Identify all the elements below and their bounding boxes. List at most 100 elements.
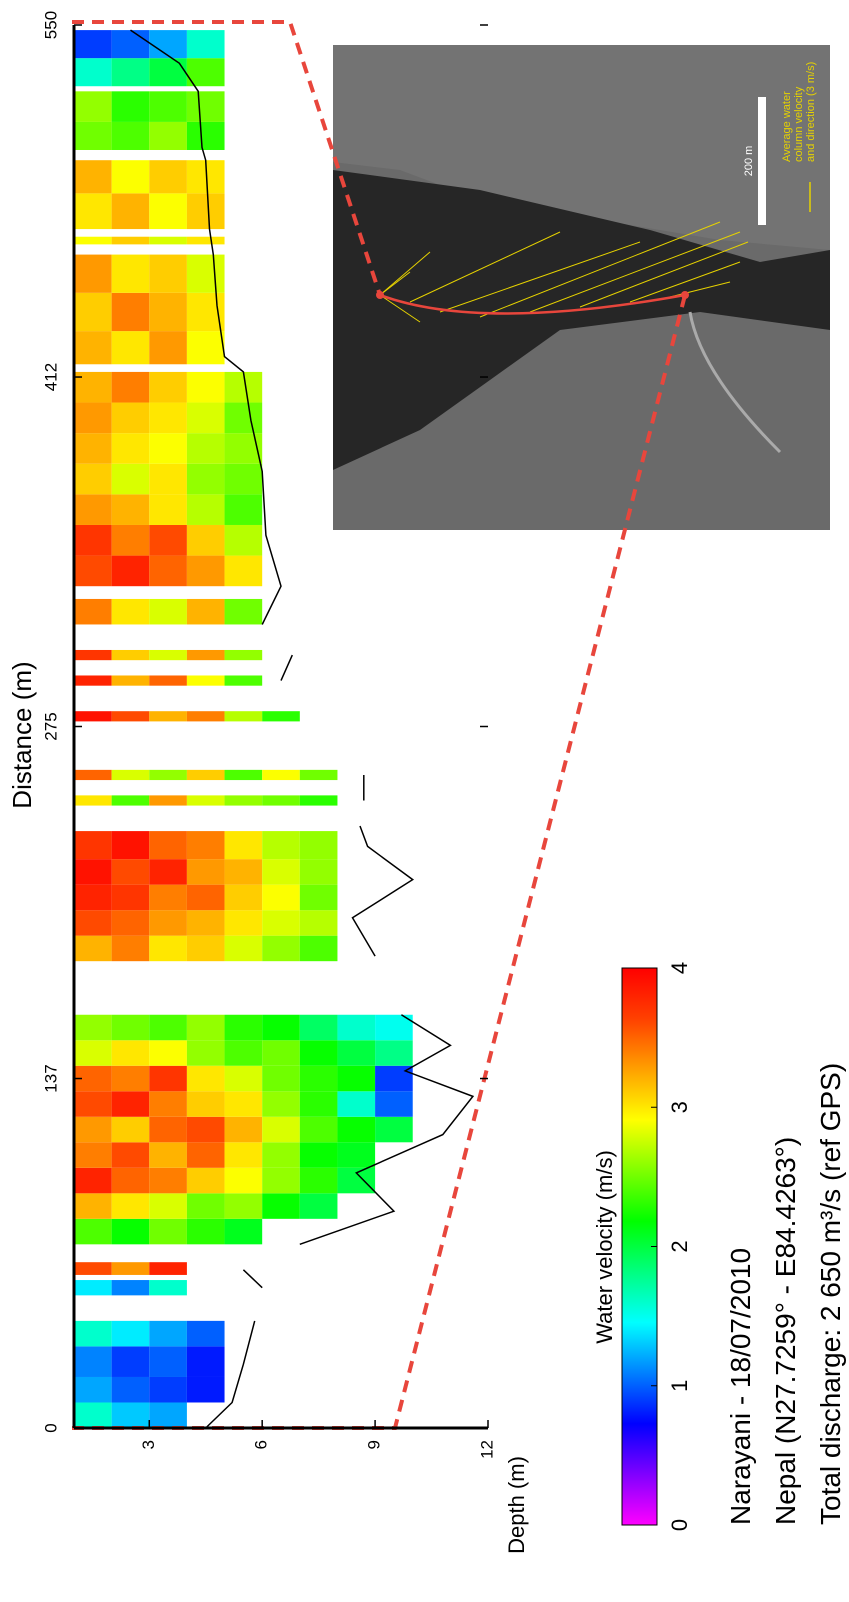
cell — [299, 1014, 338, 1041]
colorbar-tick-label: 4 — [667, 962, 692, 974]
cell — [111, 433, 150, 464]
cell — [262, 711, 300, 722]
cell — [262, 1193, 300, 1219]
cell — [111, 292, 150, 332]
cell — [149, 675, 187, 686]
cell — [111, 160, 150, 194]
transect — [379, 293, 686, 315]
cell — [149, 371, 187, 403]
cell — [149, 1040, 187, 1066]
cell — [299, 1065, 338, 1092]
cell — [149, 193, 187, 230]
cell — [186, 463, 225, 495]
cell — [262, 1116, 300, 1143]
cell — [262, 859, 300, 885]
cell — [111, 1040, 150, 1066]
cell — [111, 1167, 150, 1194]
cell — [74, 1193, 112, 1219]
cell — [337, 1014, 376, 1041]
cell — [186, 884, 225, 911]
cell — [262, 910, 300, 936]
cell — [186, 91, 225, 122]
cell — [262, 1142, 300, 1168]
cell — [149, 795, 187, 806]
cell — [111, 236, 150, 245]
cell — [74, 58, 112, 87]
cell — [74, 910, 112, 936]
caption-line: Nepal (N27.7259° - E84.4263°) — [770, 1137, 801, 1525]
cell — [111, 795, 150, 806]
cell — [149, 494, 187, 525]
x-tick-label: 412 — [41, 363, 60, 391]
cell — [149, 1167, 187, 1194]
cell — [262, 795, 300, 806]
colorbar-tick-label: 1 — [667, 1380, 692, 1392]
cell — [111, 1091, 150, 1117]
cell — [111, 402, 150, 434]
cell — [74, 494, 112, 525]
cell — [149, 711, 187, 722]
cell — [224, 524, 263, 556]
velocity-vectors — [379, 221, 749, 323]
cell — [299, 1142, 338, 1168]
cell — [111, 859, 150, 885]
cell — [149, 463, 187, 495]
cell — [186, 371, 225, 403]
cell — [186, 433, 225, 464]
cell — [224, 1065, 263, 1092]
cell — [186, 555, 225, 587]
scale-bar — [758, 97, 766, 225]
cell — [74, 193, 112, 230]
cell — [149, 121, 187, 150]
cell — [149, 1142, 187, 1168]
cell — [111, 1346, 150, 1377]
cell — [149, 433, 187, 464]
cell — [149, 1376, 187, 1403]
cell — [224, 884, 263, 911]
cell — [186, 236, 225, 245]
cell — [74, 160, 112, 194]
cell — [299, 935, 338, 962]
cell — [111, 649, 150, 661]
cell — [111, 58, 150, 87]
cell — [111, 935, 150, 962]
cell — [299, 1167, 338, 1194]
cell — [186, 935, 225, 962]
x-tick-label: 137 — [41, 1064, 60, 1092]
cell — [74, 1376, 112, 1403]
cell — [299, 1116, 338, 1143]
cell — [224, 402, 263, 434]
cell — [186, 58, 225, 87]
cell — [186, 121, 225, 150]
cell — [186, 331, 225, 365]
cell — [375, 1040, 413, 1066]
cell — [149, 1262, 187, 1275]
cell — [149, 935, 187, 962]
cell — [149, 1280, 187, 1296]
cell — [224, 1014, 263, 1041]
cell — [186, 524, 225, 556]
cell — [111, 831, 150, 860]
cell — [224, 769, 263, 781]
cell — [111, 30, 150, 59]
cell — [149, 1218, 187, 1245]
cell — [375, 1065, 413, 1092]
cell — [149, 292, 187, 332]
cell — [111, 524, 150, 556]
cell — [74, 884, 112, 911]
cell — [224, 649, 263, 661]
cell — [111, 254, 150, 293]
cell — [111, 463, 150, 495]
caption-line: Total discharge: 2 650 m³/s (ref GPS) — [815, 1063, 846, 1525]
cell — [375, 1116, 413, 1143]
cell — [149, 649, 187, 661]
cell — [149, 1402, 187, 1428]
cell — [149, 1320, 187, 1347]
cell — [149, 910, 187, 936]
cell — [224, 711, 263, 722]
cell — [262, 935, 300, 962]
cell — [224, 675, 263, 686]
cell — [224, 1116, 263, 1143]
y-tick-label: 6 — [252, 1440, 271, 1449]
